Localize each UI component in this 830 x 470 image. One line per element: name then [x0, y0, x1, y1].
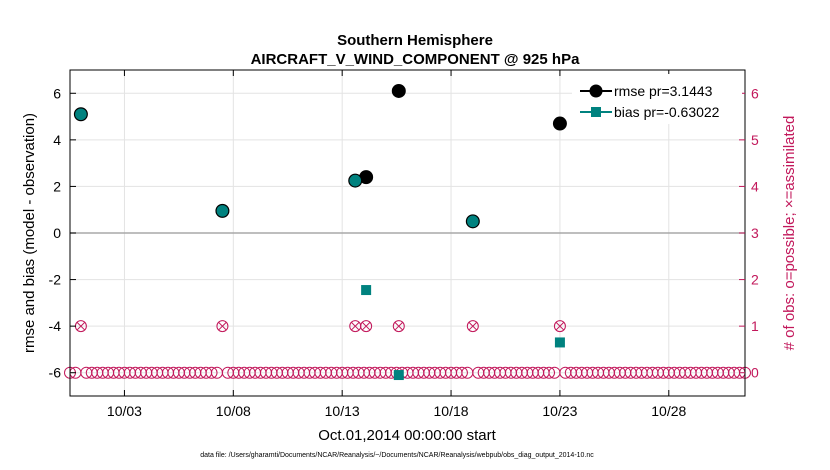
obs-possible-marker: [466, 320, 479, 333]
bias-point: [349, 174, 362, 187]
y-right-tick-label: 0: [751, 365, 759, 381]
x-tick-label: 10/28: [651, 403, 686, 419]
bias-point: [75, 108, 87, 121]
y-right-tick-label: 4: [751, 178, 759, 194]
obs-possible-marker: [543, 366, 556, 379]
obs-assimilated-marker: [394, 321, 403, 331]
obs-possible-marker: [553, 320, 566, 333]
rmse-point: [552, 116, 567, 131]
x-tick-label: 10/13: [325, 403, 360, 419]
chart-title: Southern Hemisphere: [337, 32, 493, 49]
y-left-tick-label: -4: [49, 318, 62, 334]
x-tick-label: 10/03: [107, 403, 142, 419]
x-tick-label: 10/23: [542, 403, 577, 419]
chart-subtitle: AIRCRAFT_V_WIND_COMPONENT @ 925 hPa: [251, 51, 581, 68]
x-tick-label: 10/18: [434, 403, 469, 419]
bias-point: [361, 285, 372, 296]
y-right-tick-label: 5: [751, 132, 759, 148]
y-left-tick-label: -6: [49, 365, 62, 381]
bias-point: [216, 205, 229, 217]
obs-assimilated-marker: [351, 321, 360, 331]
y-right-tick-label: 2: [751, 272, 759, 288]
y-left-tick-label: 4: [53, 132, 61, 148]
y-left-tick-label: -2: [49, 272, 62, 288]
y-axis-label-left: rmse and bias (model - observation): [21, 113, 38, 353]
data-file-footnote: data file: /Users/gharamti/Documents/NCA…: [200, 452, 594, 459]
rmse-point: [359, 170, 374, 185]
legend-rmse-marker: [589, 84, 603, 98]
obs-possible-marker: [216, 320, 229, 333]
rmse-point: [391, 83, 406, 98]
bias-point: [467, 215, 479, 228]
bias-point: [393, 370, 404, 381]
obs-assimilated-marker: [76, 321, 86, 331]
legend-bias-label: bias pr=-0.63022: [614, 104, 720, 120]
y-axis-label-right: # of obs: o=possible; ×=assimilated: [781, 116, 798, 351]
x-tick-label: 10/08: [216, 403, 251, 419]
y-left-tick-label: 6: [53, 85, 61, 101]
y-left-tick-label: 0: [53, 225, 61, 241]
obs-assimilated-marker: [468, 321, 477, 331]
data-series: [73, 83, 567, 381]
legend-bias-marker: [591, 107, 601, 117]
obs-assimilated-marker: [555, 321, 565, 331]
legend: rmse pr=3.1443 bias pr=-0.63022: [572, 74, 742, 124]
obs-possible-marker: [360, 320, 373, 333]
y-left-tick-label: 2: [53, 178, 61, 194]
obs-assimilated-marker: [361, 321, 371, 331]
legend-rmse-label: rmse pr=3.1443: [614, 83, 713, 99]
bias-point: [554, 337, 565, 348]
axis-ticks: 10/03 10/08 10/13 10/18 10/23 10/28 -6 -4 -2 0 2 4 6…: [49, 70, 759, 419]
y-right-tick-label: 1: [751, 318, 759, 334]
obs-possible-marker: [392, 320, 405, 333]
obs-assimilated-marker: [218, 321, 227, 331]
y-right-tick-label: 6: [751, 85, 759, 101]
x-axis-label: Oct.01,2014 00:00:00 start: [318, 427, 496, 444]
obs-possible-marker: [205, 366, 218, 379]
y-right-tick-label: 3: [751, 225, 759, 241]
obs-possible-marker: [455, 366, 468, 379]
